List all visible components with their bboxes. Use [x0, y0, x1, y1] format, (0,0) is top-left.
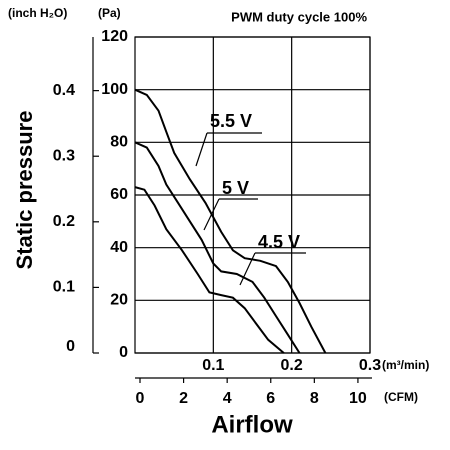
leader-line: [239, 252, 256, 286]
x2-tick-label: 2: [179, 390, 188, 407]
x2-tick-label: 6: [266, 390, 275, 407]
x2-tick-label: 8: [310, 390, 319, 407]
series-label: 5 V: [222, 178, 249, 198]
leader-line: [203, 198, 220, 231]
y2-tick-label: 0.2: [53, 213, 75, 230]
x2-tick-label: 10: [349, 390, 367, 407]
x-tick-label: 0.2: [281, 357, 303, 374]
chart-title: PWM duty cycle 100%: [231, 9, 367, 24]
y-tick-label: 80: [110, 134, 128, 151]
y-tick-label: 120: [101, 28, 128, 45]
y-axis-title: Static pressure: [12, 111, 37, 270]
y-tick-label: 60: [110, 186, 128, 203]
x2-tick-label: 4: [223, 390, 232, 407]
y2-tick-label: 0: [66, 338, 75, 355]
y-tick-label: 40: [110, 239, 128, 256]
y2-unit: (inch H₂O): [8, 6, 67, 20]
curve: [134, 141, 301, 354]
y-tick-label: 0: [119, 344, 128, 361]
y2-tick-label: 0.3: [53, 147, 75, 164]
x-unit: (m³/min): [382, 358, 429, 372]
x2-tick-label: 0: [136, 390, 145, 407]
y-tick-label: 100: [101, 81, 128, 98]
y-unit: (Pa): [98, 6, 121, 20]
y-tick-label: 20: [110, 292, 128, 309]
x-axis-title: Airflow: [211, 411, 293, 438]
y2-tick-label: 0.4: [53, 82, 75, 99]
leader-line: [195, 132, 208, 167]
x-tick-label: 0.3: [359, 357, 381, 374]
curve: [134, 88, 327, 354]
series-label: 4.5 V: [258, 232, 300, 252]
y2-tick-label: 0.1: [53, 279, 75, 296]
x-tick-label: 0.1: [202, 357, 224, 374]
x2-unit: (CFM): [384, 390, 418, 404]
series-label: 5.5 V: [210, 111, 252, 131]
curve: [134, 186, 285, 354]
